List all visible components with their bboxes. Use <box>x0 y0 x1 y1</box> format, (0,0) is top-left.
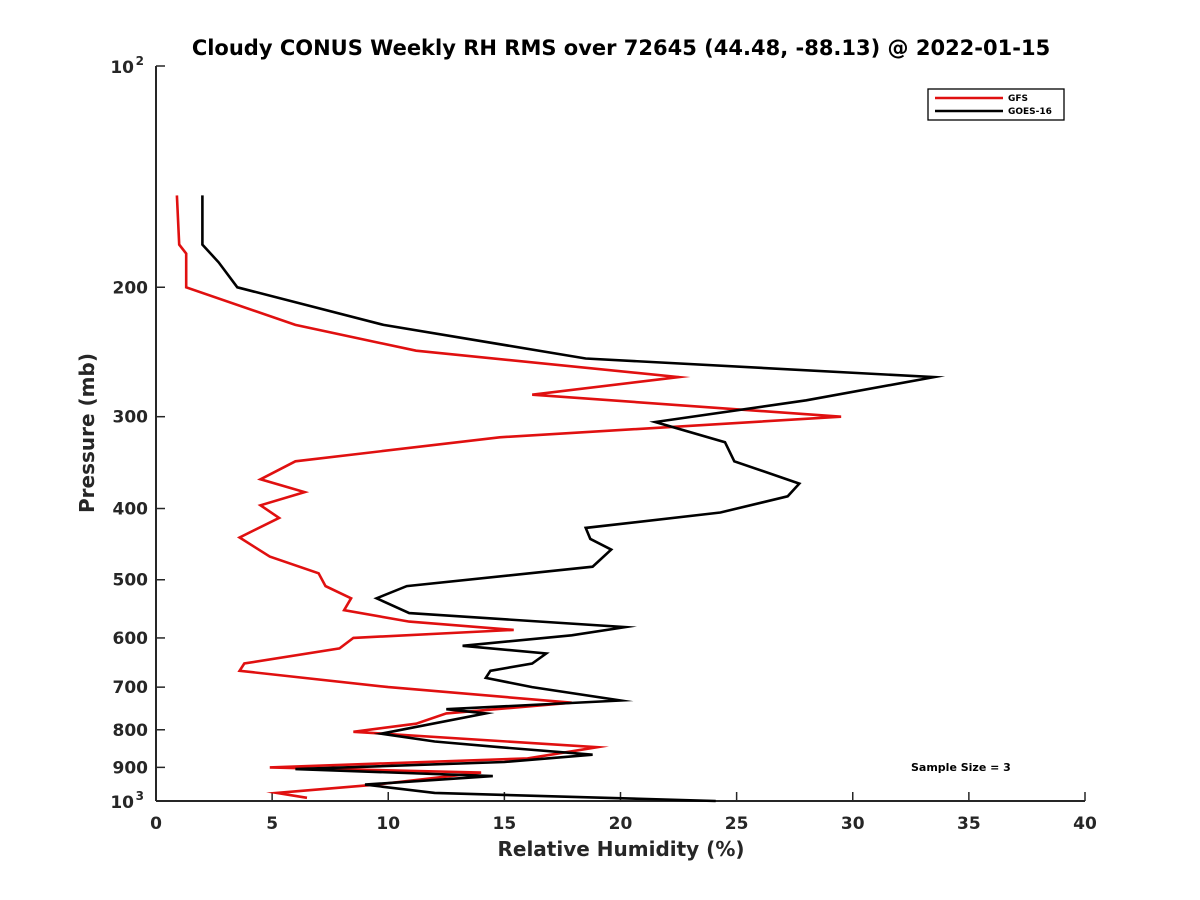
x-tick-label: 0 <box>150 814 162 834</box>
chart-title: Cloudy CONUS Weekly RH RMS over 72645 (4… <box>192 36 1050 60</box>
legend-box <box>927 88 1065 121</box>
x-tick-label: 5 <box>266 814 278 834</box>
series-lines <box>175 195 946 803</box>
y-tick-label: 900 <box>113 758 149 778</box>
y-tick-label: 200 <box>113 278 149 298</box>
y-tick-label-base: 10 <box>110 58 134 78</box>
y-tick-label: 600 <box>113 629 149 649</box>
x-tick-label: 25 <box>725 814 749 834</box>
y-tick-label: 700 <box>113 678 149 698</box>
y-tick-label: 10 <box>110 58 134 78</box>
y-tick-label-exponent: 3 <box>136 789 144 803</box>
legend-label-goes16: GOES-16 <box>1008 107 1052 117</box>
x-tick-label: 35 <box>957 814 981 834</box>
series-line-gfs <box>175 195 842 800</box>
y-axis-label: Pressure (mb) <box>75 353 99 513</box>
legend-label-gfs: GFS <box>1008 94 1028 104</box>
y-tick-label-base: 10 <box>110 793 134 813</box>
sample-size-annotation: Sample Size = 3 <box>911 761 1011 774</box>
y-tick-label: 500 <box>113 571 149 591</box>
legend: GFS GOES-16 <box>927 88 1065 121</box>
x-tick-label: 20 <box>609 814 633 834</box>
series-line-goes-16 <box>201 195 946 803</box>
x-axis-label: Relative Humidity (%) <box>497 837 744 861</box>
y-tick-label: 300 <box>113 408 149 428</box>
x-tick-label: 15 <box>493 814 517 834</box>
y-tick-label-exponent: 2 <box>136 54 144 68</box>
y-tick-label: 10 <box>110 793 134 813</box>
y-tick-label: 400 <box>113 500 149 520</box>
x-tick-label: 40 <box>1073 814 1097 834</box>
y-tick-label: 800 <box>113 721 149 741</box>
x-ticks: 0 5 10 15 20 25 30 35 40 <box>150 792 1097 834</box>
x-tick-label: 30 <box>841 814 865 834</box>
x-tick-label: 10 <box>376 814 400 834</box>
